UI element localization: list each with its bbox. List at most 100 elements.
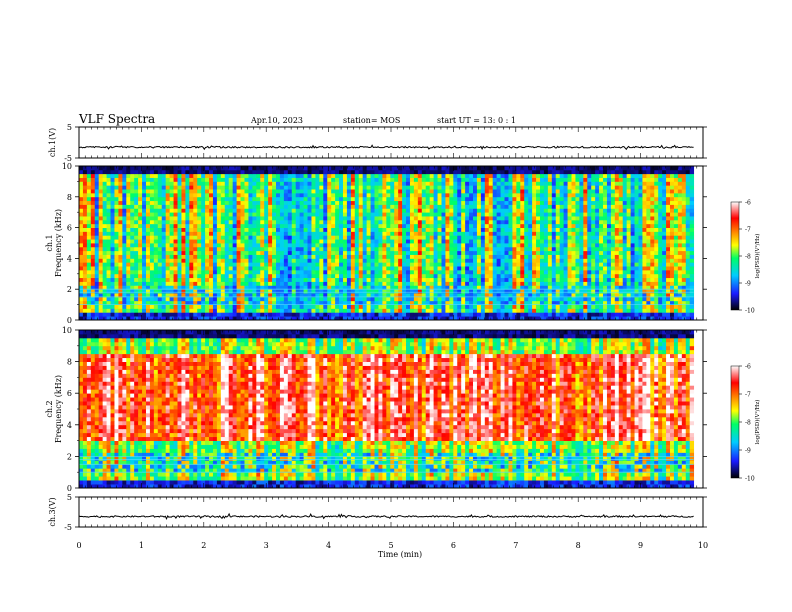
ch1-spectrogram-cell: [276, 273, 281, 279]
ch1-spectrogram-cell: [358, 200, 364, 205]
ch1-spectrogram-cell: [106, 239, 111, 244]
ch1-spectrogram-cell: [114, 258, 119, 263]
ch1-spectrogram-cell: [634, 223, 639, 228]
ch1-spectrogram-cell: [342, 273, 348, 279]
ch1-spectrogram-cell: [279, 316, 285, 321]
ch1-spectrogram-cell: [492, 204, 498, 209]
ch1-spectrogram-cell: [130, 231, 135, 236]
ch1-spectrogram-cell: [398, 289, 403, 294]
ch1-spectrogram-cell: [138, 208, 143, 213]
ch1-spectrogram-cell: [508, 269, 513, 275]
ch1-spectrogram-cell: [102, 281, 107, 286]
ch1-spectrogram-cell: [610, 204, 616, 209]
ch1-spectrogram-cell: [618, 243, 624, 248]
ch1-spectrogram-cell: [370, 312, 375, 317]
ch1-spectrogram-cell: [205, 269, 210, 275]
ch1-spectrogram-cell: [390, 304, 395, 309]
ch1-spectrogram-cell: [212, 254, 218, 259]
ch1-spectrogram-cell: [232, 277, 237, 282]
ch1-spectrogram-cell: [547, 250, 553, 255]
ch1-spectrogram-cell: [110, 262, 115, 267]
ch1-spectrogram-cell: [279, 258, 285, 263]
ch1-spectrogram-cell: [539, 231, 545, 236]
ch1-spectrogram-cell: [634, 208, 639, 213]
ch1-spectrogram-cell: [94, 254, 100, 259]
ch1-spectrogram-cell: [378, 273, 383, 279]
ch1-spectrogram-cell: [654, 316, 659, 321]
ch1-spectrogram-cell: [441, 277, 446, 282]
ch1-spectrogram-cell: [488, 235, 494, 240]
ch1-spectrogram-cell: [283, 208, 289, 213]
ch1-spectrogram-cell: [469, 293, 474, 298]
ch1-spectrogram-cell: [212, 200, 218, 205]
ch1-spectrogram-cell: [614, 235, 620, 240]
ch1-spectrogram-cell: [480, 316, 486, 321]
ch1-spectrogram-cell: [114, 285, 119, 290]
ch1-spectrogram-cell: [157, 239, 163, 244]
ch1-spectrogram-cell: [260, 304, 265, 309]
ch1-spectrogram-cell: [685, 258, 691, 263]
ch1-spectrogram-cell: [555, 293, 561, 298]
ch1-spectrogram-cell: [547, 269, 553, 275]
ch1-spectrogram-cell: [291, 219, 297, 225]
ch1-spectrogram-cell: [587, 246, 592, 252]
ch1-spectrogram-cell: [689, 262, 695, 267]
ch1-spectrogram-cell: [398, 258, 403, 263]
ch1-spectrogram-cell: [492, 277, 498, 282]
ch1-spectrogram-cell: [618, 246, 624, 252]
ch1-spectrogram-cell: [402, 312, 407, 317]
ch1-spectrogram-cell: [622, 293, 628, 298]
ch1-spectrogram-cell: [402, 258, 407, 263]
ch1-spectrogram-cell: [228, 212, 234, 217]
ch1-spectrogram-cell: [276, 289, 281, 294]
ch1-spectrogram-cell: [662, 212, 667, 217]
ch1-spectrogram-cell: [126, 304, 131, 309]
ch1-spectrogram-cell: [681, 296, 687, 302]
ch1-spectrogram-cell: [670, 219, 675, 225]
ch1-spectrogram-cell: [244, 243, 249, 248]
ch1-spectrogram-cell: [555, 289, 561, 294]
ch1-spectrogram-cell: [681, 262, 687, 267]
ch1-spectrogram-cell: [209, 273, 214, 279]
ch1-spectrogram-cell: [315, 235, 320, 240]
ch1-spectrogram-cell: [476, 285, 482, 290]
ch1-spectrogram-cell: [504, 223, 509, 228]
ch1-spectrogram-cell: [441, 246, 446, 252]
ch1-spectrogram-cell: [138, 293, 143, 298]
ch1-spectrogram-cell: [342, 308, 348, 313]
ch1-spectrogram-cell: [102, 239, 107, 244]
ch1-spectrogram-cell: [670, 269, 675, 275]
ch1-spectrogram-cell: [169, 254, 174, 259]
ch1-spectrogram-cell: [232, 231, 237, 236]
ch1-spectrogram-cell: [287, 258, 293, 263]
ch1-spectrogram-cell: [358, 250, 364, 255]
ch1-spectrogram-cell: [339, 239, 344, 244]
ch1-spectrogram-cell: [209, 262, 214, 267]
ch1-spectrogram-cell: [232, 219, 237, 225]
ch1-spectrogram-cell: [98, 289, 104, 294]
ch1-spectrogram-cell: [189, 243, 194, 248]
ch1-spectrogram-cell: [433, 293, 438, 298]
ch1-spectrogram-cell: [295, 293, 301, 298]
ch1-spectrogram-cell: [252, 239, 257, 244]
ch1-spectrogram-cell: [346, 246, 352, 252]
ch1-spectrogram-cell: [504, 231, 509, 236]
ch1-spectrogram-cell: [209, 289, 214, 294]
ch1-spectrogram-cell: [279, 216, 285, 221]
ch1-spectrogram-cell: [681, 304, 687, 309]
ch1-spectrogram-cell: [256, 258, 261, 263]
ch1-spectrogram-cell: [563, 216, 568, 221]
ch1-spectrogram-cell: [677, 246, 683, 252]
ch1-spectrogram-cell: [536, 223, 541, 228]
ch1-spectrogram-cell: [232, 246, 237, 252]
ch1-spectrogram-cell: [571, 223, 576, 228]
ch1-spectrogram-cell: [504, 300, 509, 305]
ch1-spectrogram-cell: [114, 239, 119, 244]
ch1-spectrogram-cell: [413, 293, 419, 298]
ch1-spectrogram-cell: [311, 258, 316, 263]
ch1-spectrogram-cell: [650, 250, 655, 255]
ch1-spectrogram-cell: [82, 269, 88, 275]
ch1-spectrogram-cell: [102, 312, 107, 317]
ch1-spectrogram-cell: [173, 296, 178, 302]
ch1-spectrogram-cell: [536, 204, 541, 209]
